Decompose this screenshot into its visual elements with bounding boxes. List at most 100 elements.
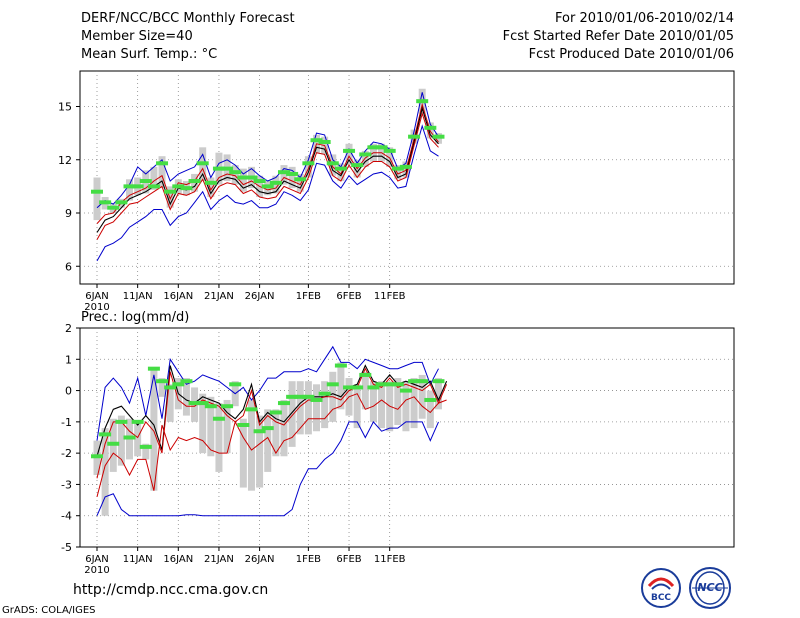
forecast-period: For 2010/01/06-2010/02/14 [555,11,734,26]
y-tick-label: 1 [65,353,72,366]
ensemble-box [101,428,109,516]
median-marker [351,163,364,168]
y-tick-label: -3 [61,478,72,491]
median-marker [277,170,290,175]
median-marker [375,382,388,387]
y-tick-label: 12 [58,154,72,167]
plot-frame [79,70,735,285]
median-marker [326,161,339,166]
median-marker [180,186,193,191]
ensemble-box [361,150,369,167]
ensemble-box [410,378,418,429]
source-url[interactable]: http://cmdp.ncc.cma.gov.cn [73,582,269,598]
ensemble-box [117,415,125,466]
x-tick-label: 21JAN [204,554,234,565]
ensemble-box [394,378,402,425]
median-marker [359,372,372,377]
median-marker [343,385,356,390]
median-marker [212,166,225,171]
ensemble-box [280,165,288,185]
forecast-started-date: Fcst Started Refer Date 2010/01/05 [502,29,734,44]
bcc-logo: BCC [640,568,682,608]
x-tick-label: 1FEB [296,554,321,565]
x-tick-label: 21JAN [204,291,234,302]
series-line-lower [96,111,439,240]
ensemble-box [247,399,255,491]
series-line-lower [96,393,447,498]
median-marker [188,179,201,184]
ensemble-box [223,399,231,454]
median-marker [172,184,185,189]
ensemble-box [166,186,174,208]
median-marker [359,152,372,157]
median-marker [334,166,347,171]
ensemble-box [182,378,190,416]
median-marker [408,379,421,384]
median-marker [269,180,282,185]
median-marker [391,382,404,387]
ensemble-box [345,143,353,166]
y-tick-label: 9 [65,207,72,220]
ensemble-box [288,381,296,447]
median-marker [424,397,437,402]
median-marker [147,366,160,371]
median-marker [221,404,234,409]
series-line-upper [96,367,448,479]
ensemble-box [386,147,394,167]
ensemble-box [337,163,345,182]
plot-frame [79,327,735,548]
y-tick-label: -1 [61,416,72,429]
x-tick-label: 11FEB [374,291,406,302]
median-marker [399,388,412,393]
ensemble-box [361,371,369,410]
x-tick-label: 11JAN [123,291,153,302]
median-marker [269,410,282,415]
x-year-label: 2010 [84,565,109,576]
median-marker [294,177,307,182]
x-tick-label: 26JAN [245,291,275,302]
median-marker [391,166,404,171]
ensemble-box [321,381,329,429]
median-marker [188,401,201,406]
y-tick-label: 2 [65,322,72,335]
median-marker [383,148,396,153]
variable-label: Mean Surf. Temp.: °C [81,47,218,62]
ensemble-box [166,384,174,422]
ensemble-box [142,443,150,460]
grads-credit: GrADS: COLA/IGES [2,605,96,616]
ensemble-box [296,173,304,192]
median-marker [286,171,299,176]
median-marker [286,394,299,399]
median-marker [229,170,242,175]
y-tick-label: 0 [65,385,72,398]
y-tick-label: -4 [61,510,72,523]
ensemble-box [394,165,402,180]
ensemble-box [207,177,215,198]
ensemble-box [272,409,280,457]
ensemble-box [239,418,247,488]
median-marker [180,379,193,384]
median-marker [367,145,380,150]
median-marker [107,441,120,446]
ensemble-box [280,399,288,457]
ensemble-box [207,396,215,457]
x-tick-label: 16JAN [163,291,193,302]
ensemble-box [369,381,377,422]
member-size-label: Member Size=40 [81,29,193,44]
x-tick-label: 6FEB [336,554,361,565]
median-marker [310,138,323,143]
median-marker [164,385,177,390]
ensemble-box [313,384,321,432]
y-tick-label: 6 [65,260,72,273]
median-marker [99,432,112,437]
series-line-max [96,345,439,441]
median-marker [147,184,160,189]
x-year-label: 2010 [84,302,109,313]
median-marker [123,184,136,189]
median-marker [416,379,429,384]
series-line-max [96,92,439,209]
x-tick-label: 11JAN [123,554,153,565]
median-marker [399,164,412,169]
median-marker [204,180,217,185]
plot-area [91,345,448,517]
